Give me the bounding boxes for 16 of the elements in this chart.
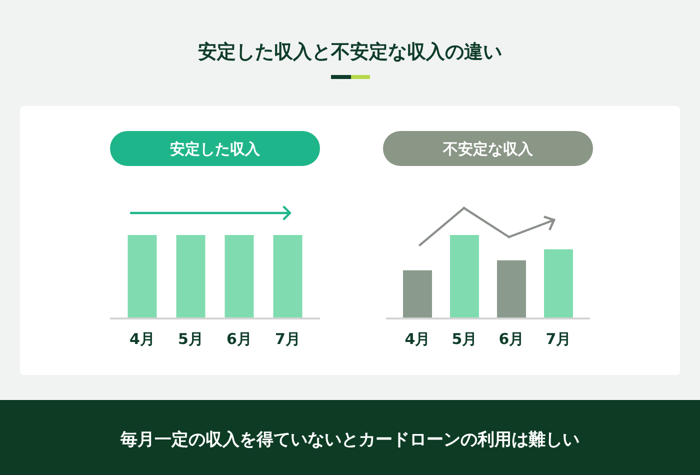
bar xyxy=(450,235,479,318)
x-tick-label: 4月 xyxy=(404,330,430,348)
text: 安定した収入と不安定な収入の違い xyxy=(198,41,502,63)
bar xyxy=(497,260,526,318)
chart-title: 不安定な収入 xyxy=(442,140,534,158)
x-tick-label: 6月 xyxy=(226,330,252,348)
x-tick-label: 6月 xyxy=(498,330,524,348)
bar xyxy=(403,270,432,318)
x-tick-label: 7月 xyxy=(275,330,300,348)
x-tick-label: 5月 xyxy=(178,330,204,348)
bar xyxy=(544,249,573,318)
chart-title: 安定した収入 xyxy=(170,140,261,158)
text: 毎月一定の収入を得ていないとカードローンの利用は難しい xyxy=(120,430,580,450)
x-tick-label: 5月 xyxy=(452,330,478,348)
x-tick-label: 4月 xyxy=(130,330,155,348)
x-tick-label: 7月 xyxy=(546,330,572,348)
